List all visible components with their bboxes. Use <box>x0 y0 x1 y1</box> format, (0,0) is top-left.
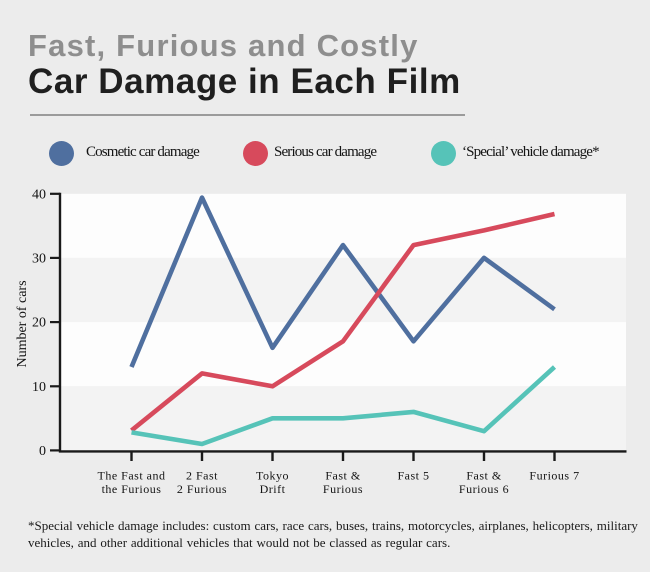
svg-text:Fast 5: Fast 5 <box>397 469 429 483</box>
svg-text:the Furious: the Furious <box>102 482 162 496</box>
svg-text:Fast &: Fast & <box>325 469 361 483</box>
svg-text:30: 30 <box>32 251 46 266</box>
svg-text:Fast &: Fast & <box>466 469 502 483</box>
svg-text:Number of cars: Number of cars <box>15 280 30 367</box>
svg-text:Tokyo: Tokyo <box>256 469 289 483</box>
svg-text:Furious 7: Furious 7 <box>529 469 579 483</box>
svg-text:Furious 6: Furious 6 <box>459 482 509 496</box>
svg-text:2 Fast: 2 Fast <box>186 469 218 483</box>
svg-text:2 Furious: 2 Furious <box>177 482 227 496</box>
svg-text:The Fast and: The Fast and <box>98 469 166 483</box>
svg-text:40: 40 <box>32 187 46 202</box>
svg-text:10: 10 <box>32 380 46 395</box>
svg-text:Drift: Drift <box>260 482 286 496</box>
svg-text:0: 0 <box>39 444 46 459</box>
svg-text:Furious: Furious <box>323 482 363 496</box>
svg-text:20: 20 <box>32 316 46 331</box>
